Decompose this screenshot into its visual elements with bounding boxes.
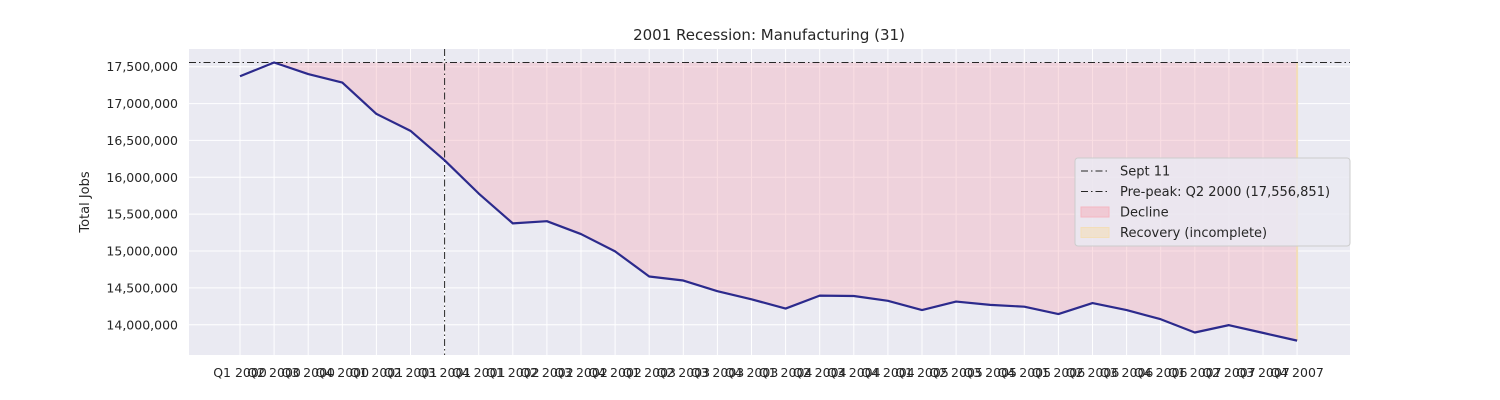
y-tick-label: 15,500,000: [106, 207, 178, 222]
x-tick-label: Q2 2002: [520, 365, 574, 380]
x-tick-label: Q3 2003: [691, 365, 745, 380]
y-tick-label: 14,000,000: [106, 317, 178, 332]
legend-label: Recovery (incomplete): [1120, 226, 1267, 241]
x-tick-label: Q3 2006: [1100, 365, 1154, 380]
x-tick-label: Q3 2007: [1236, 365, 1290, 380]
x-tick-label: Q1 2004: [759, 365, 813, 380]
legend-label: Sept 11: [1120, 165, 1170, 180]
x-tick-label: Q4 2005: [998, 365, 1052, 380]
y-tick-label: 14,500,000: [106, 280, 178, 295]
x-tick-label: Q1 2000: [213, 365, 267, 380]
x-tick-label: Q2 2000: [247, 365, 301, 380]
x-tick-label: Q4 2007: [1270, 365, 1324, 380]
x-tick-label: Q2 2003: [657, 365, 711, 380]
x-tick-label: Q4 2000: [316, 365, 370, 380]
x-tick-label: Q1 2006: [1032, 365, 1086, 380]
x-tick-label: Q3 2005: [963, 365, 1017, 380]
y-tick-label: 17,500,000: [106, 59, 178, 74]
x-tick-label: Q3 2002: [554, 365, 608, 380]
x-tick-label: Q4 2002: [588, 365, 642, 380]
legend-label: Pre-peak: Q2 2000 (17,556,851): [1120, 185, 1330, 200]
x-tick-label: Q2 2005: [929, 365, 983, 380]
chart-title: 2001 Recession: Manufacturing (31): [633, 26, 905, 44]
y-tick-label: 15,000,000: [106, 244, 178, 259]
y-tick-label: 16,000,000: [106, 170, 178, 185]
y-tick-label: 16,500,000: [106, 133, 178, 148]
x-tick-label: Q1 2007: [1168, 365, 1222, 380]
x-tick-label: Q4 2006: [1134, 365, 1188, 380]
y-tick-label: 17,000,000: [106, 96, 178, 111]
legend: Sept 11 Pre-peak: Q2 2000 (17,556,851) Dec…: [1074, 157, 1351, 247]
x-tick-label: Q2 2007: [1202, 365, 1256, 380]
x-tick-label: Q4 2001: [452, 365, 506, 380]
legend-label: Decline: [1120, 206, 1169, 221]
x-tick-label: Q2 2004: [793, 365, 847, 380]
x-tick-label: Q2 2006: [1066, 365, 1120, 380]
series-line: [239, 61, 1298, 342]
x-tick-label: Q4 2003: [725, 365, 779, 380]
x-tick-label: Q1 2001: [350, 365, 404, 380]
series-group: [239, 61, 1298, 342]
legend-patch-swatch: [1080, 227, 1110, 238]
y-axis: 14,000,000 14,500,000 15,000,000 15,500,000…: [106, 59, 178, 332]
reference-lines: [189, 49, 1350, 355]
decline-region: [274, 62, 1298, 341]
legend-patch-swatch: [1080, 206, 1110, 218]
y-axis-label: Total Jobs: [78, 171, 93, 234]
x-tick-label: Q3 2004: [827, 365, 881, 380]
x-tick-label: Q3 2001: [418, 365, 472, 380]
x-tick-label: Q4 2004: [861, 365, 915, 380]
x-tick-label: Q1 2005: [895, 365, 949, 380]
legend-frame: [1074, 157, 1351, 247]
x-tick-label: Q1 2002: [486, 365, 540, 380]
x-tick-label: Q3 2000: [281, 365, 335, 380]
x-tick-label: Q2 2001: [384, 365, 438, 380]
x-tick-label: Q1 2003: [622, 365, 676, 380]
